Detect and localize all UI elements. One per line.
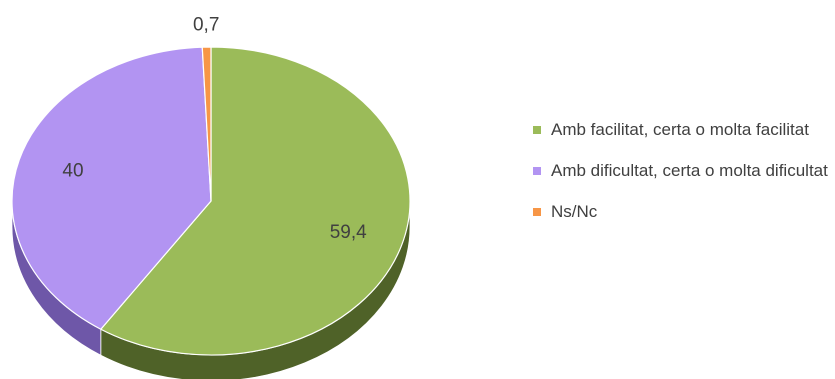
pie-slice bbox=[201, 46, 212, 202]
legend-label: Amb dificultat, certa o molta dificultat bbox=[551, 161, 828, 180]
pie-slice bbox=[11, 46, 212, 330]
data-label: 0,7 bbox=[193, 15, 219, 36]
legend-label: Ns/Nc bbox=[551, 202, 598, 221]
legend: Amb facilitat, certa o molta facilitat A… bbox=[533, 118, 833, 241]
legend-label: Amb facilitat, certa o molta facilitat bbox=[551, 120, 809, 139]
pie-top-layer bbox=[11, 46, 411, 356]
legend-swatch bbox=[533, 126, 541, 134]
data-label-layer: 59,4 40 0,7 bbox=[62, 15, 367, 244]
legend-swatch bbox=[533, 167, 541, 175]
data-label: 59,4 bbox=[330, 222, 367, 243]
legend-item: Amb facilitat, certa o molta facilitat bbox=[533, 118, 833, 142]
pie-slice bbox=[99, 46, 411, 356]
legend-swatch bbox=[533, 208, 541, 216]
legend-item: Ns/Nc bbox=[533, 200, 833, 224]
data-label: 40 bbox=[62, 160, 83, 181]
legend-item: Amb dificultat, certa o molta dificultat bbox=[533, 159, 833, 183]
